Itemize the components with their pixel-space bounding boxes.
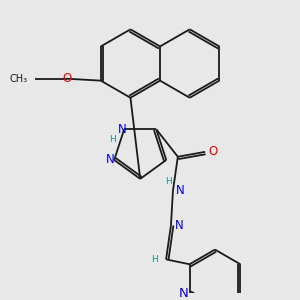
Text: N: N <box>174 219 183 232</box>
Text: N: N <box>179 287 189 300</box>
Text: N: N <box>118 123 127 136</box>
Text: H: H <box>151 255 158 264</box>
Text: H: H <box>165 177 171 186</box>
Text: CH₃: CH₃ <box>9 74 28 84</box>
Text: H: H <box>109 135 116 144</box>
Text: O: O <box>62 72 71 85</box>
Text: O: O <box>208 145 217 158</box>
Text: N: N <box>106 154 115 166</box>
Text: N: N <box>176 184 185 197</box>
